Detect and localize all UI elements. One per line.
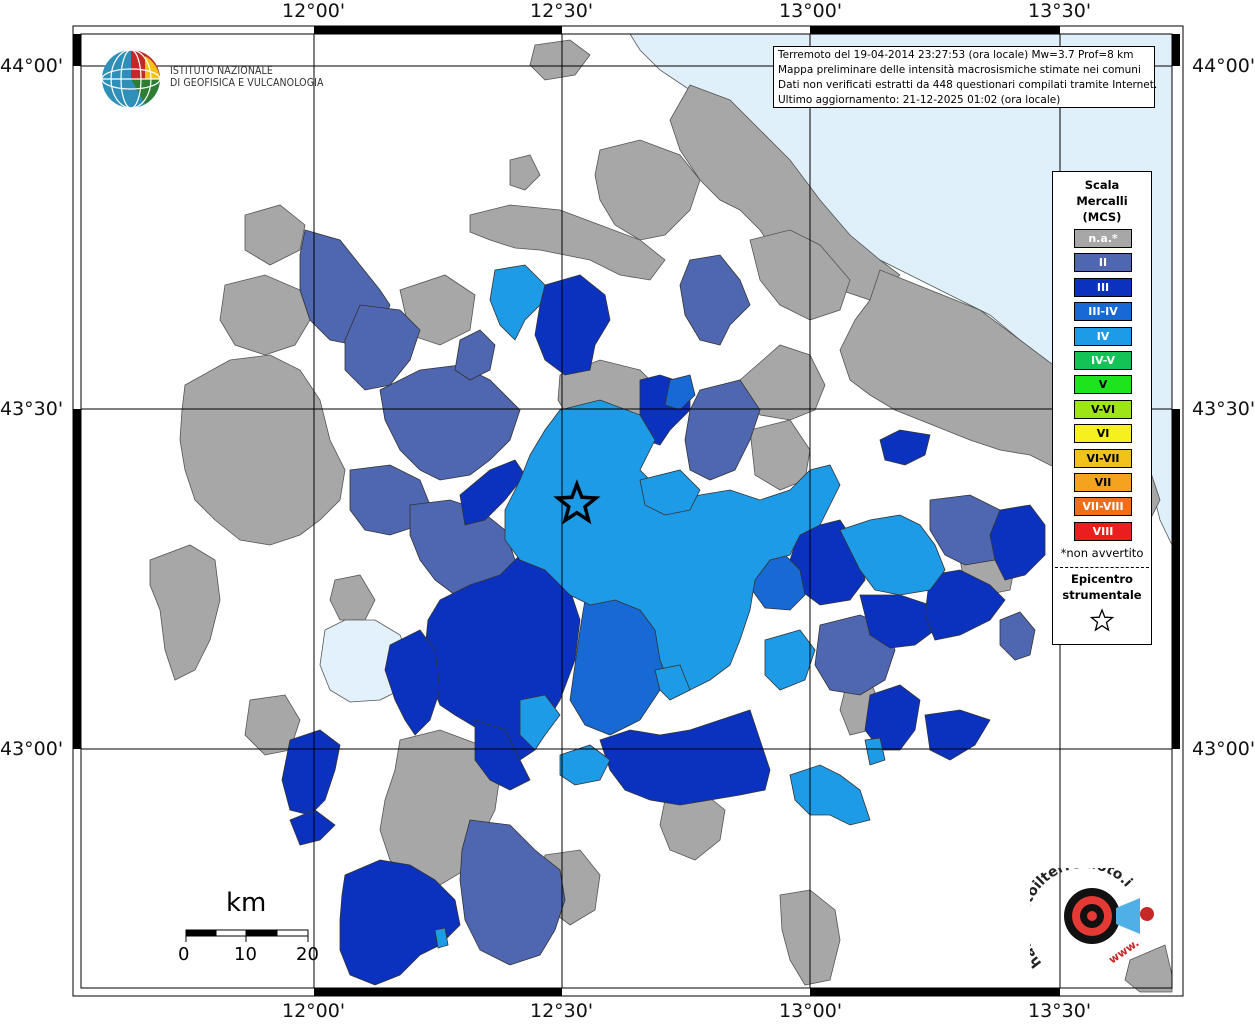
- ingv-line2: DI GEOFISICA E VULCANOLOGIA: [170, 77, 324, 89]
- legend-na-note: *non avvertito: [1060, 546, 1144, 560]
- legend-item-na: n.a.*: [1074, 229, 1132, 248]
- lon-tick-top-4: 13°30': [1028, 0, 1092, 22]
- legend-title: Scala Mercalli (MCS): [1053, 177, 1151, 225]
- site-logo-www: www.: [1106, 936, 1141, 966]
- lat-tick-left-2: 43°30': [0, 398, 64, 420]
- legend-item-ivv: IV-V: [1074, 351, 1132, 370]
- info-line3: Dati non verificati estratti da 448 ques…: [778, 79, 1158, 91]
- legend-item-v: V: [1074, 375, 1132, 395]
- lat-tick-right-2: 43°30': [1192, 398, 1255, 420]
- scale-label-10: 10: [234, 944, 257, 965]
- legend-epicenter-line2: strumentale: [1062, 588, 1142, 602]
- lon-tick-bottom-1: 12°00': [282, 1000, 346, 1022]
- legend-item-vi: VI: [1074, 424, 1132, 444]
- region-iii-iv: [569, 374, 806, 736]
- legend-star-icon: [1089, 608, 1115, 632]
- lat-tick-left-3: 43°00': [0, 738, 64, 760]
- legend-item-ii: II: [1074, 253, 1132, 273]
- lat-tick-left-1: 44°00': [0, 55, 64, 77]
- epicenter-star: [553, 479, 601, 525]
- legend-item-iii: III: [1074, 277, 1132, 297]
- legend-epicenter-line1: Epicentro: [1071, 572, 1133, 586]
- legend-separator: [1055, 567, 1149, 568]
- lon-tick-bottom-4: 13°30': [1028, 1000, 1092, 1022]
- frame-bars: [73, 26, 1180, 996]
- region-iii: [281, 274, 1046, 986]
- legend-item-iv: IV: [1074, 326, 1132, 346]
- scale-bar: [185, 929, 309, 942]
- lon-tick-top-3: 13°00': [779, 0, 843, 22]
- ingv-line1: ISTITUTO NAZIONALE: [170, 65, 273, 77]
- legend-item-vii: VII: [1074, 473, 1132, 492]
- lat-tick-right-3: 43°00': [1192, 738, 1255, 760]
- info-line2: Mappa preliminare delle intensità macros…: [778, 64, 1141, 76]
- lon-tick-top-1: 12°00': [282, 0, 346, 22]
- lon-tick-bottom-3: 13°00': [779, 1000, 843, 1022]
- lat-tick-right-1: 44°00': [1192, 55, 1255, 77]
- info-line4: Ultimo aggiornamento: 21-12-2025 01:02 (…: [778, 94, 1061, 106]
- scale-unit: km: [226, 888, 267, 918]
- legend-title-line1: Scala: [1084, 178, 1120, 192]
- legend-item-viiviii: VII-VIII: [1074, 497, 1132, 517]
- scale-label-20: 20: [296, 944, 319, 965]
- legend-item-viii: VIII: [1074, 521, 1132, 541]
- legend-item-iiiiv: III-IV: [1074, 302, 1132, 322]
- ingv-name: ISTITUTO NAZIONALE DI GEOFISICA E VULCAN…: [170, 65, 324, 89]
- legend-item-vvi: V-VI: [1074, 399, 1132, 419]
- ingv-logo-icon: [101, 49, 161, 109]
- event-info-box: Terremoto del 19-04-2014 23:27:53 (ora l…: [773, 46, 1158, 108]
- lon-tick-bottom-2: 12°30': [530, 1000, 594, 1022]
- scale-label-0: 0: [178, 944, 190, 965]
- legend-epicenter-label: Epicentro strumentale: [1053, 571, 1151, 603]
- info-line1: Terremoto del 19-04-2014 23:27:53 (ora l…: [778, 49, 1134, 61]
- haisentito-logo-icon: haisentitoilterremoto.it www.: [1030, 868, 1154, 971]
- lon-tick-top-2: 12°30': [530, 0, 594, 22]
- mcs-legend: Scala Mercalli (MCS) n.a.* II III III-IV IV I…: [1052, 171, 1152, 645]
- legend-title-line2: Mercalli: [1076, 194, 1128, 208]
- legend-item-vivii: VI-VII: [1074, 448, 1132, 468]
- legend-title-line3: (MCS): [1082, 210, 1122, 224]
